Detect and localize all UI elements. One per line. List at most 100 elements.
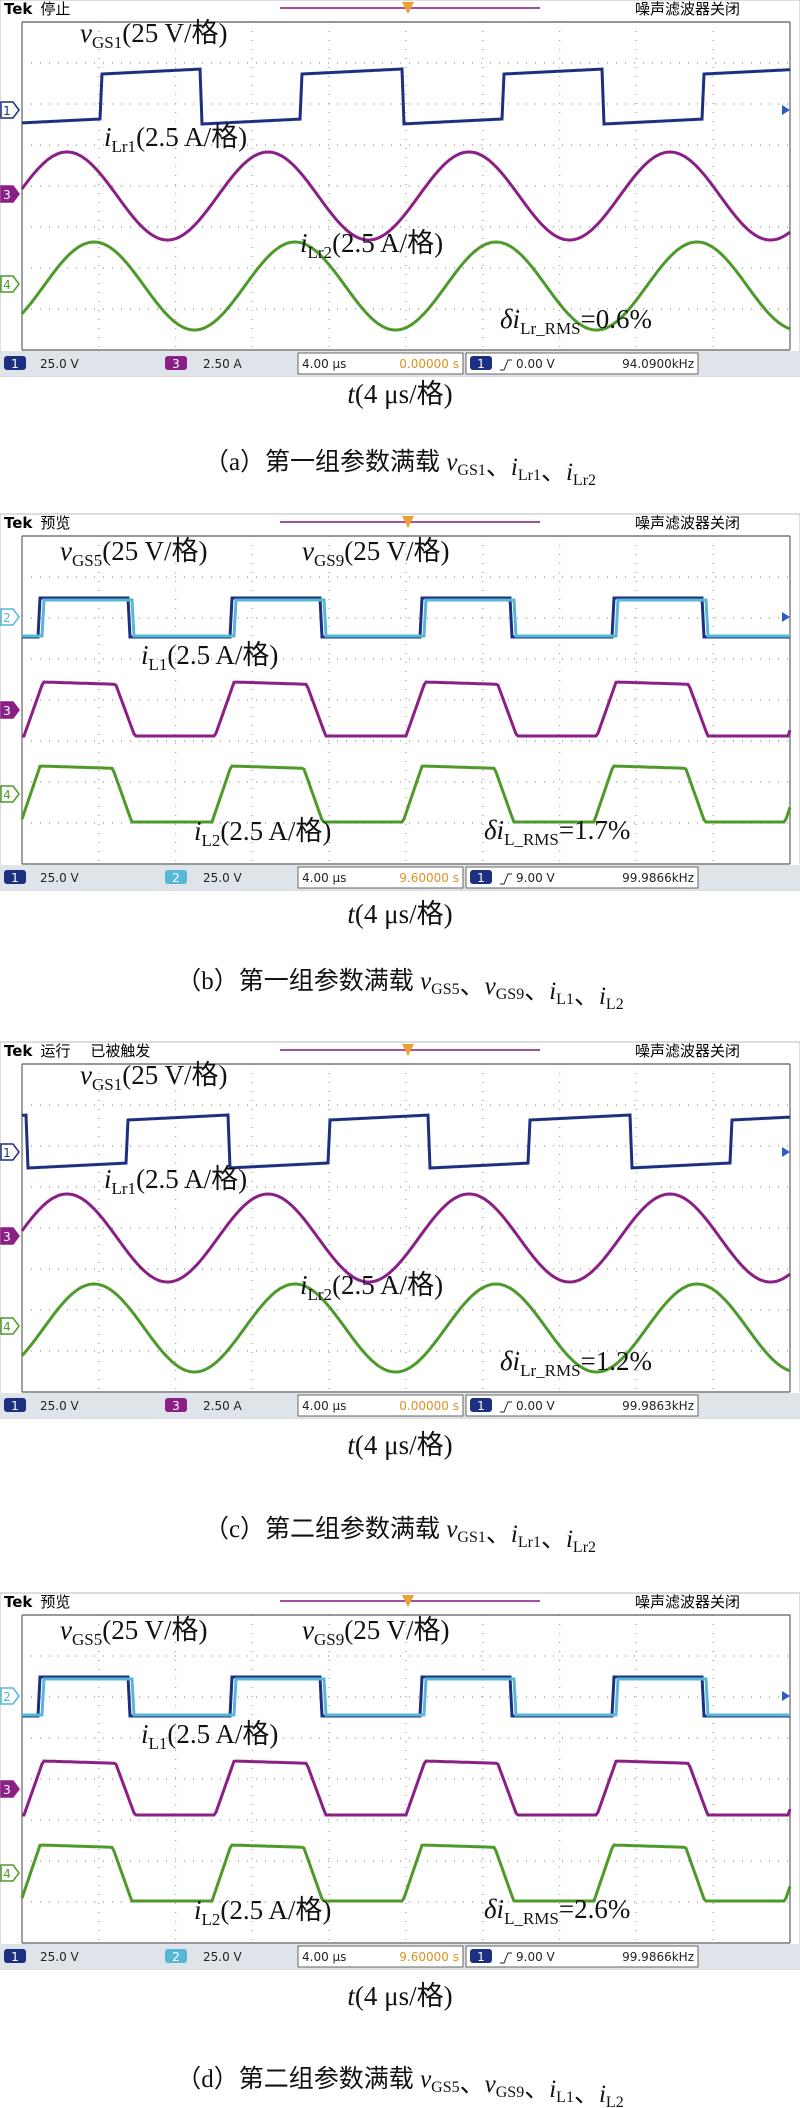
signal-symbol: i: [300, 1270, 308, 1300]
bar-text: 25.0 V: [203, 1950, 243, 1964]
screen: [0, 513, 800, 891]
x-axis-unit: (4 μs/格): [355, 899, 453, 929]
signal-scale: (2.5 A/格): [136, 1164, 247, 1194]
signal-symbol: v: [60, 536, 72, 566]
bar-text: 0.00000 s: [399, 357, 459, 371]
status-bar: Tek 预览: [4, 514, 70, 532]
waveform: [20, 240, 791, 332]
trigger-position: [402, 1044, 414, 1056]
signal-label: vGS5(25 V/格): [60, 536, 207, 570]
bar-text: 0.00 V: [516, 1399, 556, 1413]
bar-text: 99.9866kHz: [622, 871, 694, 885]
bar-text: 4.00 μs: [302, 357, 346, 371]
caption-separator: 、: [524, 2076, 549, 2103]
bar-text: 99.9866kHz: [622, 1950, 694, 1964]
x-axis-symbol: t: [347, 1981, 356, 2011]
signal-symbol: i: [141, 640, 149, 670]
trigger-slope: [500, 359, 512, 371]
signal-label: vGS1(25 V/格): [80, 18, 227, 52]
caption-separator: 、: [486, 1521, 511, 1548]
waveform: [20, 150, 791, 242]
caption-symbol: i: [511, 454, 518, 481]
channel-marker-box: [0, 1317, 20, 1335]
bar-text: 25.0 V: [40, 357, 80, 371]
channel-marker: 3: [3, 188, 11, 202]
signal-scale: (2.5 A/格): [167, 1719, 278, 1749]
trigger-state: 已被触发: [90, 1042, 150, 1060]
ripple-label: δiL_RMS=2.6%: [484, 1894, 630, 1928]
caption-symbol: v: [420, 968, 432, 995]
signal-subscript: Lr1: [112, 1179, 137, 1198]
timebase-box: [297, 352, 464, 375]
caption-separator: 、: [524, 978, 549, 1005]
channel-badge-label: 1: [11, 871, 19, 885]
trigger-box: [465, 1394, 699, 1417]
channel-badge: [165, 356, 187, 370]
bar-text: 9.00 V: [516, 871, 556, 885]
signal-scale: (2.5 A/格): [136, 122, 247, 152]
x-axis-label: t(4 μs/格): [347, 899, 452, 929]
caption-label: （b）第一组参数满载: [176, 967, 420, 995]
x-axis-unit: (4 μs/格): [355, 379, 453, 409]
bar-text: 0.00 V: [516, 357, 556, 371]
signal-label: iL2(2.5 A/格): [194, 1895, 331, 1929]
caption-subscript: Lr1: [518, 467, 541, 484]
bar-text: 25.0 V: [203, 871, 243, 885]
ripple-subscript: L_RMS: [504, 1909, 559, 1928]
caption-subscript: GS5: [431, 2079, 459, 2096]
ripple-value: =2.6%: [559, 1894, 630, 1924]
ripple-subscript: Lr_RMS: [520, 1361, 580, 1380]
signal-label: iLr2(2.5 A/格): [300, 1270, 443, 1304]
waveform: [22, 1677, 790, 1717]
waveform: [20, 1282, 791, 1374]
signal-symbol: v: [60, 1615, 72, 1645]
waveform: [21, 67, 791, 126]
signal-scale: (25 V/格): [122, 1060, 227, 1090]
channel-badge: [165, 1949, 187, 1963]
screen: [0, 0, 800, 377]
signal-subscript: L1: [149, 1734, 168, 1753]
ripple-subscript: L_RMS: [504, 830, 559, 849]
waveform: [21, 1113, 791, 1170]
x-axis-symbol: t: [347, 1430, 356, 1460]
channel-marker: 4: [3, 788, 11, 802]
channel-badge-label: 1: [477, 1399, 485, 1413]
caption-separator: 、: [486, 454, 511, 481]
caption-subscript: GS9: [496, 2084, 524, 2101]
filter-state: 噪声滤波器关闭: [635, 0, 740, 18]
bar-text: 25.0 V: [40, 871, 80, 885]
signal-subscript: GS9: [314, 1630, 344, 1649]
caption-symbol: v: [485, 2071, 497, 2098]
ripple-symbol: δi: [484, 1894, 504, 1924]
ripple-label: δiLr_RMS=1.2%: [500, 1346, 652, 1380]
bar-text: 2.50 A: [203, 357, 243, 371]
signal-scale: (2.5 A/格): [220, 1895, 331, 1925]
screen: [0, 1041, 800, 1419]
channel-marker: 4: [3, 1867, 11, 1881]
caption-symbol: i: [566, 459, 573, 486]
bar-text: 9.60000 s: [399, 871, 459, 885]
signal-symbol: v: [80, 18, 92, 48]
signal-label: iL1(2.5 A/格): [141, 640, 278, 674]
caption: （a）第一组参数满载 vGS1、iLr1、iLr2: [204, 448, 596, 489]
brand: Tek: [4, 1593, 33, 1611]
caption-subscript: L2: [606, 996, 624, 1013]
caption-symbol: i: [511, 1521, 518, 1548]
channel-marker-box: [0, 701, 20, 719]
caption-separator: 、: [541, 459, 566, 486]
signal-label: iL1(2.5 A/格): [141, 1719, 278, 1753]
bar-text: 99.9863kHz: [622, 1399, 694, 1413]
channel-marker-box: [0, 101, 20, 119]
caption-symbol: i: [566, 1526, 573, 1553]
status-bar: Tek 停止: [4, 0, 70, 18]
filter-state: 噪声滤波器关闭: [635, 514, 740, 532]
caption-separator: 、: [460, 973, 485, 1000]
signal-scale: (2.5 A/格): [332, 1270, 443, 1300]
ripple-value: =0.6%: [581, 304, 652, 334]
channel-badge-label: 1: [477, 871, 485, 885]
x-axis-symbol: t: [347, 379, 356, 409]
signal-scale: (25 V/格): [344, 536, 449, 566]
channel-badge: [470, 356, 492, 370]
